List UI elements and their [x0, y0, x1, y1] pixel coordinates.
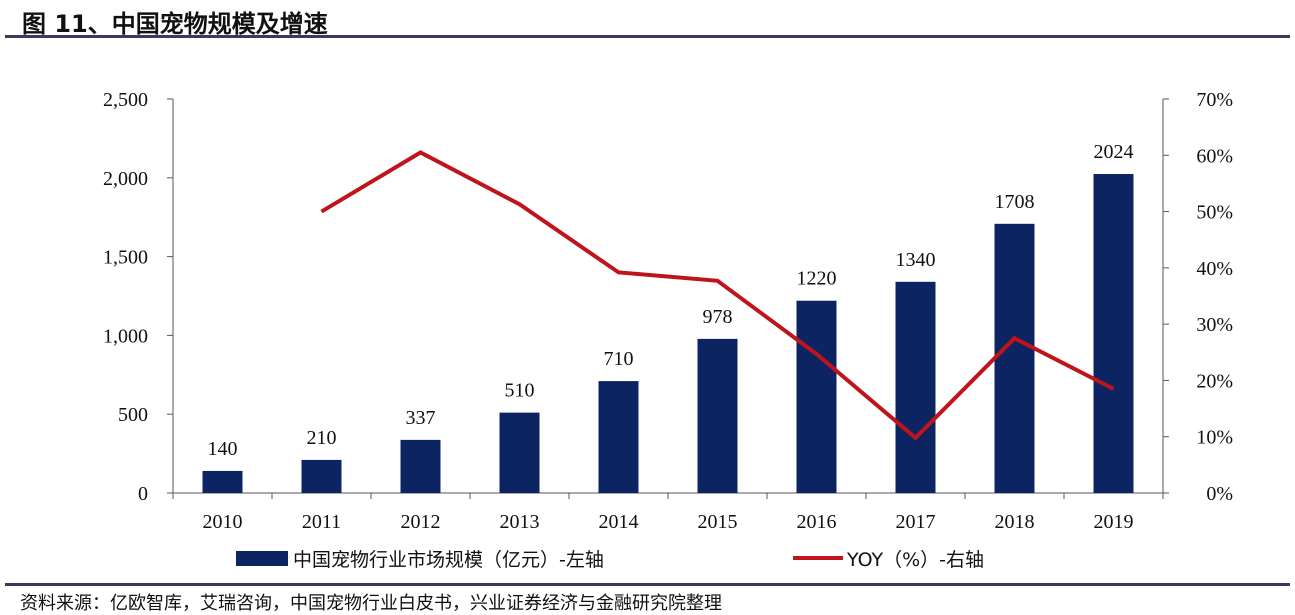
- x-tick-label: 2017: [896, 511, 936, 533]
- bar: [598, 381, 639, 493]
- right-tick-label: 30%: [1196, 314, 1233, 336]
- left-tick-label: 1,000: [103, 325, 148, 347]
- bar-data-label: 510: [505, 380, 535, 402]
- right-tick-label: 40%: [1196, 258, 1233, 280]
- x-tick-label: 2018: [995, 511, 1035, 533]
- x-tick-label: 2015: [698, 511, 738, 533]
- left-tick-label: 500: [118, 404, 148, 426]
- bar: [499, 412, 540, 493]
- legend-label-bar: 中国宠物行业市场规模（亿元）-左轴: [293, 549, 604, 571]
- bar: [697, 338, 738, 493]
- bar: [1093, 174, 1134, 494]
- left-tick-label: 1,500: [103, 247, 148, 269]
- x-tick-label: 2019: [1094, 511, 1134, 533]
- legend-label-line: YOY（%）-右轴: [846, 549, 984, 571]
- x-tick-label: 2011: [302, 511, 341, 533]
- legend-swatch-bar: [236, 551, 288, 566]
- right-tick-label: 20%: [1196, 370, 1233, 392]
- chart: 0 500 1,000 1,500 2,000 2,500 0% 10% 20% 30% 40% 50…: [103, 89, 1233, 571]
- left-tick-label: 2,500: [103, 89, 148, 111]
- x-tick-label: 2012: [401, 511, 441, 533]
- bar: [895, 281, 936, 493]
- bar-data-label: 210: [307, 427, 337, 449]
- x-tick-label: 2013: [500, 511, 540, 533]
- right-tick-label: 50%: [1196, 202, 1233, 224]
- source-rule: [5, 583, 1290, 586]
- bar-data-label: 2024: [1094, 141, 1134, 163]
- bar: [796, 300, 837, 493]
- bar: [301, 459, 342, 493]
- left-tick-label: 0: [138, 483, 148, 505]
- bar-data-label: 1340: [896, 249, 936, 271]
- right-tick-label: 10%: [1196, 427, 1233, 449]
- title-rule: [5, 35, 1290, 38]
- x-tick-label: 2010: [203, 511, 243, 533]
- right-tick-label: 60%: [1196, 145, 1233, 167]
- x-tick-label: 2014: [599, 511, 639, 533]
- right-tick-label: 70%: [1196, 89, 1233, 111]
- bar: [400, 439, 441, 493]
- x-tick-label: 2016: [797, 511, 837, 533]
- bar-data-label: 978: [703, 306, 733, 328]
- bar-data-label: 710: [604, 348, 634, 370]
- bar-data-label: 1708: [995, 191, 1035, 213]
- bar-data-label: 337: [406, 407, 436, 429]
- figure-title: 图 11、中国宠物规模及增速: [22, 10, 328, 38]
- right-tick-label: 0%: [1206, 483, 1233, 505]
- bar: [202, 470, 243, 493]
- left-tick-label: 2,000: [103, 168, 148, 190]
- source-note: 资料来源：亿欧智库，艾瑞咨询，中国宠物行业白皮书，兴业证券经济与金融研究院整理: [20, 593, 722, 614]
- bar-data-label: 1220: [797, 268, 837, 290]
- bar: [994, 223, 1035, 493]
- bar-data-label: 140: [208, 438, 238, 460]
